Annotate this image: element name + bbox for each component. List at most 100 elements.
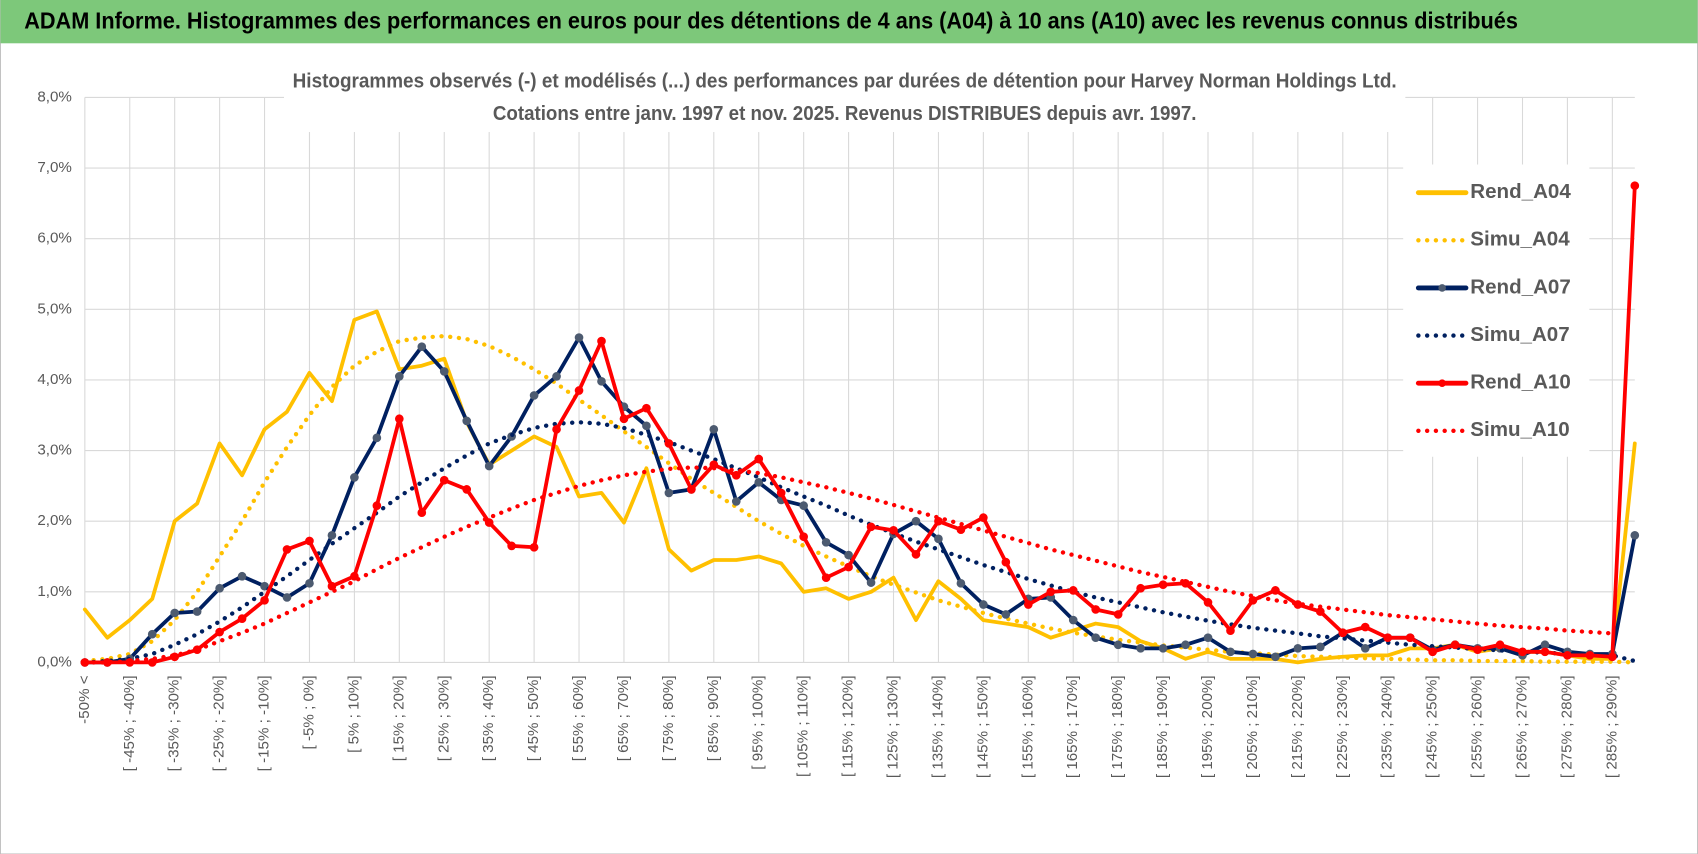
legend-label: Simu_A04 bbox=[1470, 228, 1570, 251]
data-point bbox=[866, 522, 876, 532]
data-point bbox=[327, 581, 337, 591]
data-point bbox=[731, 470, 741, 480]
data-point bbox=[439, 367, 449, 376]
data-point bbox=[934, 534, 943, 544]
data-point bbox=[1608, 652, 1617, 662]
x-tick-label: [ 85% ; 90%] bbox=[705, 675, 722, 761]
data-point bbox=[956, 578, 966, 588]
x-tick-label: [ -5% ; 0%] bbox=[300, 675, 317, 749]
data-point bbox=[821, 573, 831, 582]
data-point bbox=[439, 475, 449, 485]
data-point bbox=[754, 454, 764, 464]
data-point bbox=[731, 497, 741, 506]
x-tick-label: [ 285% ; 290%] bbox=[1603, 675, 1620, 778]
legend-label: Rend_A04 bbox=[1470, 180, 1571, 203]
data-point bbox=[664, 488, 674, 498]
data-point bbox=[192, 607, 202, 616]
data-point bbox=[1360, 643, 1370, 653]
data-point bbox=[1046, 587, 1056, 597]
legend-marker bbox=[1438, 284, 1446, 292]
data-point bbox=[1068, 586, 1078, 595]
data-point bbox=[1293, 643, 1303, 653]
data-point bbox=[574, 386, 584, 395]
header-bar bbox=[0, 0, 1698, 44]
x-tick-label: [ 225% ; 230%] bbox=[1334, 675, 1351, 778]
data-point bbox=[687, 485, 696, 494]
data-point bbox=[484, 518, 494, 527]
data-point bbox=[417, 342, 427, 352]
data-point bbox=[1563, 651, 1572, 660]
data-point bbox=[1248, 649, 1258, 659]
x-tick-label: [ 15% ; 20%] bbox=[390, 675, 407, 761]
data-point bbox=[1338, 628, 1348, 638]
data-point bbox=[215, 627, 224, 637]
data-point bbox=[1495, 640, 1505, 650]
x-tick-label: [ 35% ; 40%] bbox=[480, 675, 497, 761]
y-tick-label: 4,0% bbox=[37, 371, 72, 388]
y-tick-label: 6,0% bbox=[37, 230, 72, 247]
data-point bbox=[619, 414, 629, 424]
data-point bbox=[956, 525, 966, 534]
data-point bbox=[574, 333, 584, 342]
x-tick-label: [ -35% ; -30%] bbox=[166, 675, 183, 771]
data-point bbox=[1226, 647, 1235, 657]
data-point bbox=[776, 488, 786, 498]
legend-label: Rend_A07 bbox=[1470, 275, 1571, 298]
data-point bbox=[350, 473, 359, 482]
data-point bbox=[709, 425, 719, 434]
data-point bbox=[1518, 647, 1527, 657]
data-point bbox=[170, 608, 180, 618]
data-point bbox=[979, 600, 988, 609]
data-point bbox=[237, 614, 247, 623]
data-point bbox=[215, 583, 224, 593]
legend-label: Simu_A10 bbox=[1470, 418, 1569, 441]
series-line bbox=[82, 309, 1637, 665]
data-point bbox=[1113, 640, 1123, 650]
data-point bbox=[1383, 633, 1393, 643]
data-point bbox=[1360, 622, 1370, 632]
data-point bbox=[597, 376, 606, 386]
data-point bbox=[372, 501, 382, 510]
data-point bbox=[821, 538, 831, 547]
data-point bbox=[1585, 651, 1595, 660]
x-tick-label: -50% < bbox=[76, 675, 93, 724]
x-tick-label: [ 135% ; 140%] bbox=[929, 675, 946, 778]
data-point bbox=[147, 658, 157, 667]
data-point bbox=[642, 421, 651, 431]
x-tick-label: [ 155% ; 160%] bbox=[1019, 675, 1036, 778]
data-point bbox=[462, 485, 472, 494]
x-tick-label: [ 175% ; 180%] bbox=[1109, 675, 1126, 778]
data-point bbox=[552, 425, 561, 434]
data-point bbox=[484, 461, 494, 471]
data-point bbox=[1540, 640, 1550, 650]
data-point bbox=[305, 578, 314, 588]
x-tick-label: [ 75% ; 80%] bbox=[660, 675, 677, 761]
data-point bbox=[1136, 643, 1145, 653]
data-point bbox=[372, 433, 382, 443]
chart-subtitle: Cotations entre janv. 1997 et nov. 2025.… bbox=[493, 102, 1197, 125]
data-point bbox=[1091, 605, 1101, 614]
data-point bbox=[866, 578, 876, 587]
data-point bbox=[260, 595, 269, 605]
data-point bbox=[1630, 181, 1640, 191]
data-point bbox=[642, 403, 651, 413]
data-point bbox=[1203, 598, 1213, 607]
x-tick-label: [ 115% ; 120%] bbox=[840, 675, 857, 777]
data-point bbox=[1630, 530, 1640, 540]
data-point bbox=[394, 372, 404, 381]
chart-title: Histogrammes observés (-) et modélisés (… bbox=[293, 70, 1397, 93]
data-point bbox=[754, 477, 764, 487]
x-tick-label: [ 245% ; 250%] bbox=[1424, 675, 1441, 778]
x-tick-label: [ 105% ; 110%] bbox=[795, 675, 812, 777]
data-point bbox=[1540, 647, 1550, 657]
data-point bbox=[529, 391, 539, 400]
x-tick-label: [ 145% ; 150%] bbox=[974, 675, 991, 778]
y-tick-label: 5,0% bbox=[37, 300, 72, 317]
data-point bbox=[282, 593, 292, 602]
x-tick-label: [ 205% ; 210%] bbox=[1244, 675, 1261, 778]
header-title: ADAM Informe. Histogrammes des performan… bbox=[24, 8, 1518, 34]
data-point bbox=[1226, 626, 1235, 635]
x-tick-label: [ 25% ; 30%] bbox=[435, 675, 452, 761]
x-tick-label: [ 195% ; 200%] bbox=[1199, 675, 1216, 778]
data-point bbox=[282, 545, 292, 554]
